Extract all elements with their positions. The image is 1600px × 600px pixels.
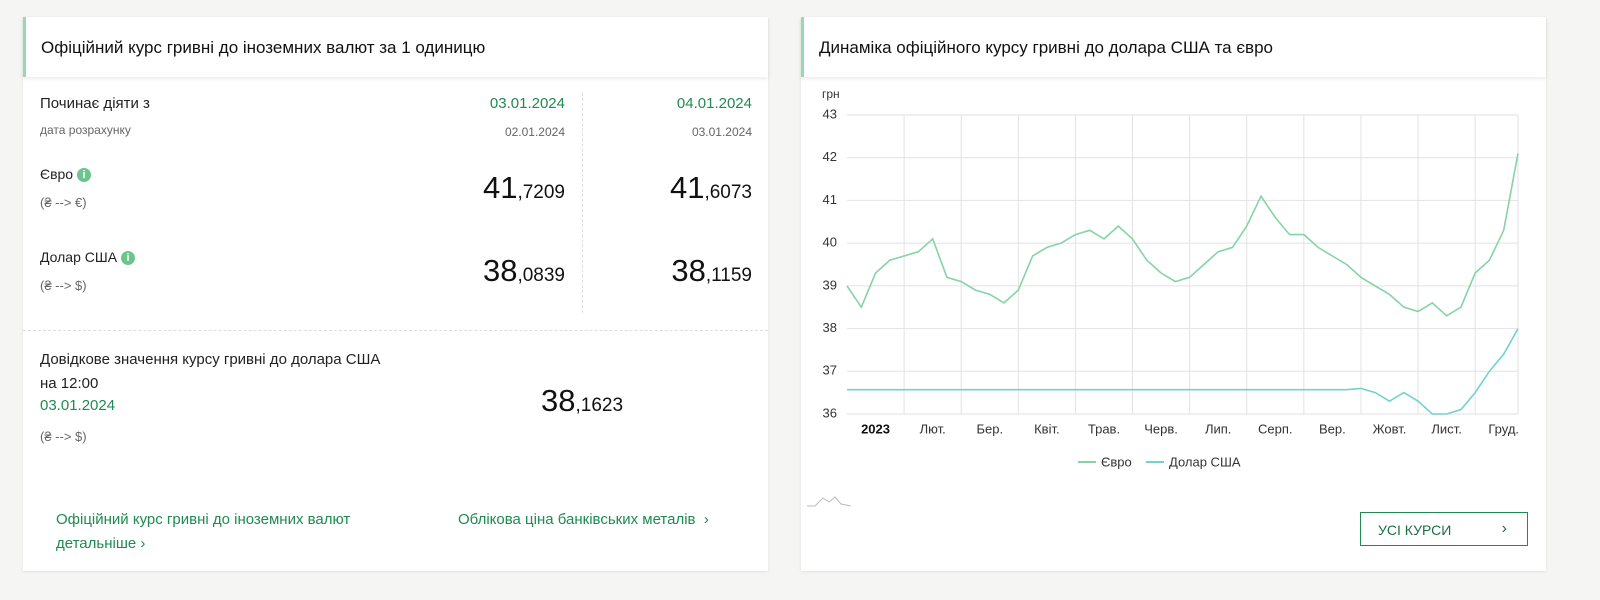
eur-rate: 41,6073 bbox=[670, 170, 752, 206]
link[interactable]: Облікова ціна банківських металів › bbox=[458, 511, 709, 528]
chevron: › bbox=[1501, 520, 1507, 537]
y-tick-label: 42 bbox=[823, 149, 837, 164]
rate-int: 41 bbox=[669, 170, 705, 205]
starts-label: Починає діяти з bbox=[40, 95, 150, 112]
calc-date: 03.01.2024 bbox=[691, 125, 752, 139]
x-tick-label: Жовт. bbox=[1373, 421, 1407, 436]
rate-int: 38 bbox=[671, 253, 706, 288]
y-tick-label: 40 bbox=[823, 235, 837, 250]
usd-rate: 38,1159 bbox=[671, 253, 752, 289]
rate-frac: ,7209 bbox=[517, 182, 565, 203]
usd-pair: (₴ --> $) bbox=[40, 278, 87, 293]
card-header: Офіційний курс гривні до іноземних валют… bbox=[23, 17, 768, 77]
chart: грн 36 37 38 39 40 41 42 43 2023 Лют. Бер. Квіт. Трав… bbox=[807, 87, 1519, 507]
card-header: Динаміка офіційного курсу гривні до дола… bbox=[801, 17, 1546, 77]
reference-rate: 38,1623 bbox=[541, 383, 623, 419]
x-tick-label: Лист. bbox=[1431, 421, 1461, 436]
reference-pair: (₴ --> $) bbox=[40, 429, 87, 444]
rates-card: Офіційний курс гривні до іноземних валют… bbox=[23, 17, 768, 571]
x-tick-label: Бер. bbox=[976, 421, 1003, 436]
sparkline-icon bbox=[807, 496, 852, 507]
x-tick-label: Лип. bbox=[1205, 421, 1231, 436]
rate-frac: ,1623 bbox=[575, 395, 624, 416]
y-axis-label: грн bbox=[822, 87, 840, 101]
rate-frac: ,0839 bbox=[517, 265, 565, 286]
y-tick-label: 39 bbox=[823, 277, 837, 292]
y-tick-label: 36 bbox=[823, 405, 837, 420]
x-tick-label: Груд. bbox=[1488, 421, 1519, 436]
button-label[interactable]: УСІ КУРСИ bbox=[1378, 522, 1452, 538]
legend-label: Євро bbox=[1101, 454, 1132, 469]
series-line bbox=[846, 153, 1519, 317]
eur-row: Євро i bbox=[40, 166, 92, 182]
rate-frac: ,1159 bbox=[705, 265, 752, 286]
divider bbox=[582, 93, 583, 313]
usd-rate: 38,0839 bbox=[483, 253, 565, 289]
eur-pair: (₴ --> €) bbox=[40, 195, 87, 210]
reference-date: 03.01.2024 bbox=[40, 397, 116, 414]
info-icon[interactable]: i bbox=[77, 168, 92, 182]
x-tick-label: Лют. bbox=[920, 421, 946, 436]
rate-int: 38 bbox=[541, 383, 576, 418]
legend-label: Долар США bbox=[1169, 454, 1241, 469]
x-tick-label: 2023 bbox=[861, 421, 890, 436]
x-tick-label: Квіт. bbox=[1034, 421, 1060, 436]
link-text[interactable]: Облікова ціна банківських металів bbox=[458, 511, 696, 528]
calc-label: дата розрахунку bbox=[40, 123, 131, 137]
calc-date: 02.01.2024 bbox=[504, 125, 565, 139]
date: 04.01.2024 bbox=[676, 95, 752, 112]
x-tick-label: Черв. bbox=[1144, 421, 1178, 436]
y-tick-label: 43 bbox=[823, 106, 837, 121]
date: 03.01.2024 bbox=[489, 95, 565, 112]
info-icon[interactable]: i bbox=[121, 251, 136, 265]
eur-label: Євро bbox=[40, 166, 74, 182]
rate-frac: ,6073 bbox=[704, 182, 752, 203]
card-title: Динаміка офіційного курсу гривні до дола… bbox=[819, 38, 1273, 57]
y-tick-label: 37 bbox=[823, 363, 837, 378]
reference-text: Довідкове значення курсу гривні до долар… bbox=[40, 351, 381, 392]
rate-int: 38 bbox=[482, 253, 518, 288]
y-tick-label: 41 bbox=[823, 192, 837, 207]
series-line bbox=[847, 328, 1519, 415]
card-title: Офіційний курс гривні до іноземних валют… bbox=[41, 38, 486, 57]
eur-rate: 41,7209 bbox=[483, 170, 565, 206]
x-tick-label: Вер. bbox=[1319, 421, 1346, 436]
x-tick-label: Трав. bbox=[1088, 421, 1120, 436]
x-tick-label: Серп. bbox=[1258, 421, 1293, 436]
rate-int: 41 bbox=[482, 170, 518, 205]
link-text[interactable]: Офіційний курс гривні до іноземних валют… bbox=[56, 511, 351, 552]
usd-row: Долар США i bbox=[40, 249, 136, 265]
all-rates-button[interactable]: УСІ КУРСИ › bbox=[1360, 512, 1528, 546]
usd-label: Долар США bbox=[40, 249, 118, 265]
y-tick-label: 38 bbox=[823, 320, 837, 335]
link[interactable]: Офіційний курс гривні до іноземних валют… bbox=[56, 511, 351, 552]
chart-card: Динаміка офіційного курсу гривні до дола… bbox=[801, 17, 1546, 571]
divider bbox=[23, 330, 768, 331]
